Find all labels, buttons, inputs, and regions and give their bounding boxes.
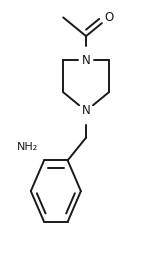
Text: N: N — [82, 54, 90, 67]
Text: NH₂: NH₂ — [16, 142, 38, 152]
Text: O: O — [104, 11, 114, 24]
Text: N: N — [82, 104, 90, 117]
